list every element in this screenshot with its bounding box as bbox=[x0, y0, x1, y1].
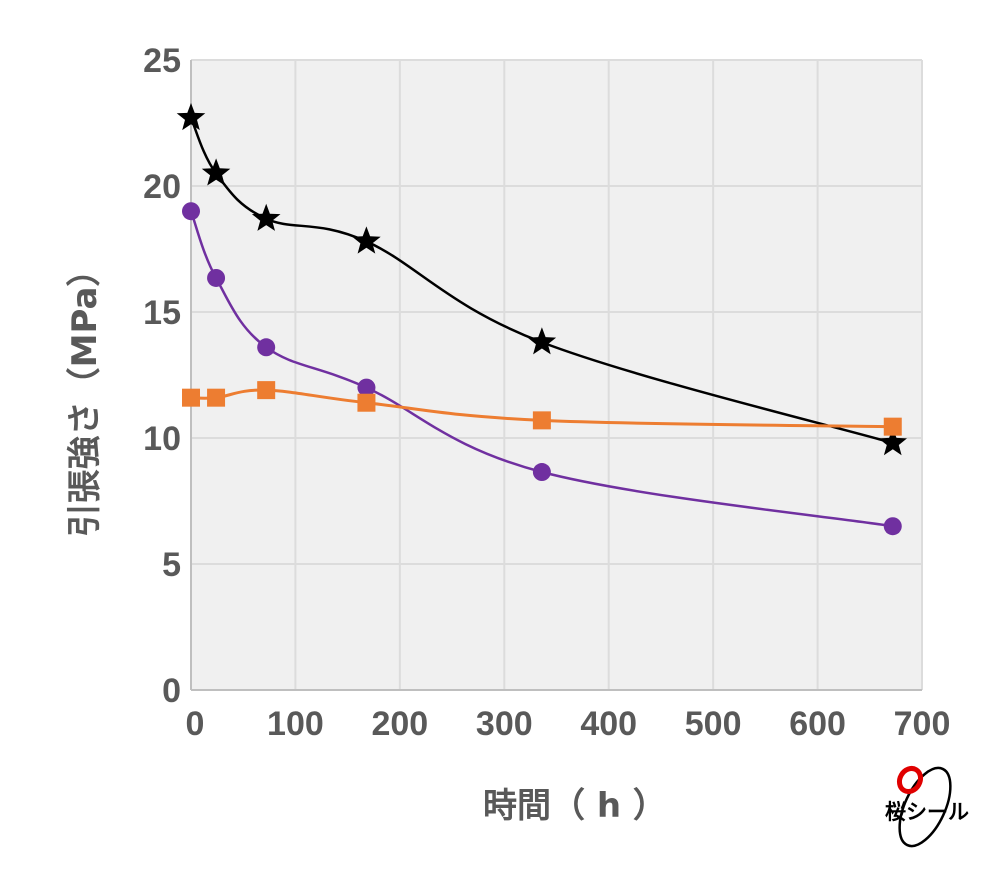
y-tick-label: 10 bbox=[143, 420, 181, 458]
series-square bbox=[182, 381, 902, 436]
logo-text: 桜シール bbox=[885, 800, 969, 824]
plot-area bbox=[191, 60, 922, 690]
data-point-circle bbox=[532, 463, 551, 482]
series-group bbox=[176, 103, 907, 536]
x-tick-label: 200 bbox=[371, 705, 428, 743]
data-point-square bbox=[182, 388, 200, 407]
data-point-star bbox=[251, 203, 281, 231]
data-point-star bbox=[878, 428, 907, 456]
x-tick-label: 400 bbox=[580, 705, 637, 743]
data-point-square bbox=[357, 393, 376, 412]
data-point-square bbox=[883, 417, 902, 436]
x-tick-label: 0 bbox=[186, 705, 205, 743]
x-tick-label: 300 bbox=[476, 705, 533, 743]
y-tick-label: 20 bbox=[143, 168, 181, 206]
data-point-star bbox=[176, 103, 206, 131]
x-tick-label: 600 bbox=[789, 705, 846, 743]
y-tick-label: 5 bbox=[162, 546, 181, 584]
x-ticks: 0 100 200 300 400 500 600 700 bbox=[186, 705, 951, 743]
data-point-circle bbox=[357, 378, 376, 397]
data-point-circle bbox=[207, 268, 226, 287]
data-point-star bbox=[352, 226, 381, 254]
data-point-square bbox=[207, 388, 226, 407]
data-point-square bbox=[532, 411, 551, 430]
series-star bbox=[176, 103, 907, 456]
data-point-square bbox=[257, 381, 276, 400]
x-tick-label: 700 bbox=[894, 705, 951, 743]
data-point-star bbox=[527, 327, 557, 355]
y-tick-label: 0 bbox=[162, 672, 181, 710]
y-axis-label: 引張強さ（MPa） bbox=[65, 253, 105, 538]
y-ticks: 0 5 10 15 20 25 bbox=[143, 42, 181, 710]
y-tick-label: 15 bbox=[143, 294, 181, 332]
logo-ring bbox=[898, 766, 952, 848]
data-point-star bbox=[201, 158, 231, 186]
logo-red-mark bbox=[896, 765, 924, 795]
logo: 桜シール bbox=[885, 765, 969, 848]
data-point-circle bbox=[182, 202, 200, 221]
data-point-circle bbox=[257, 338, 276, 357]
x-tick-label: 100 bbox=[267, 705, 324, 743]
series-circle bbox=[182, 202, 902, 536]
grid bbox=[190, 59, 923, 691]
y-tick-label: 25 bbox=[143, 42, 181, 80]
x-tick-label: 500 bbox=[685, 705, 742, 743]
data-point-circle bbox=[883, 517, 902, 536]
x-axis-label: 時間（ h ） bbox=[483, 786, 667, 826]
